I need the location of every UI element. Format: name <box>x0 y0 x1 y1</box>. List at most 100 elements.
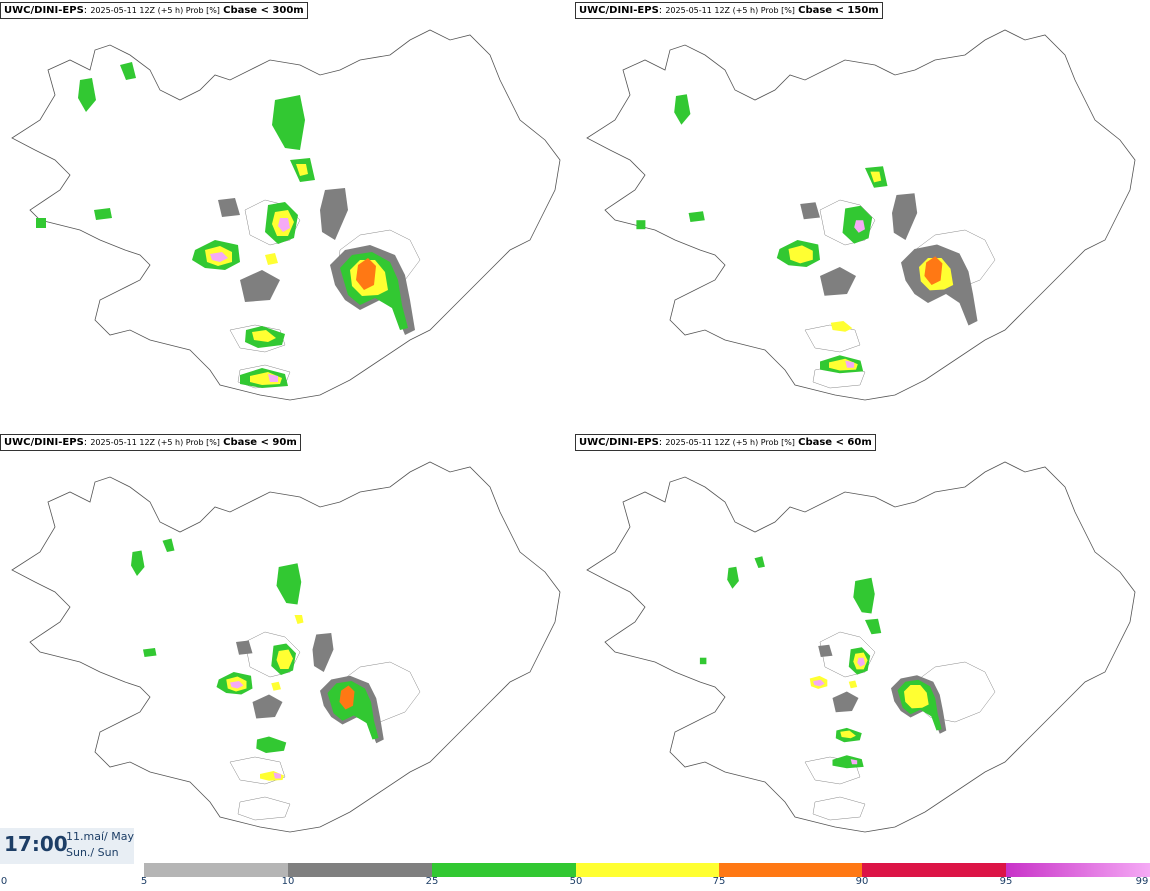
probability-area <box>832 691 859 713</box>
legend-seg-5-10 <box>144 863 288 877</box>
cbase-label: Cbase < 300m <box>223 5 304 16</box>
probability-area <box>870 171 882 183</box>
probability-area <box>272 95 305 150</box>
legend-seg-10-25 <box>288 863 432 877</box>
iceland-coastline <box>11 29 561 401</box>
legend-tick: 50 <box>569 876 583 887</box>
probability-area <box>854 220 865 233</box>
iceland-map <box>11 461 561 833</box>
probability-area <box>636 220 646 230</box>
probability-area <box>857 657 865 667</box>
valid-date: 11.maí/ May <box>66 830 134 843</box>
panel-title: UWC/DINI-EPS: 2025-05-11 12Z (+5 h) Prob… <box>575 434 876 451</box>
probability-area <box>210 252 228 262</box>
cbase-label: Cbase < 150m <box>798 5 879 16</box>
legend-tick: 90 <box>855 876 869 887</box>
run-meta: 2025-05-11 12Z (+5 h) Prob [%] <box>90 6 220 15</box>
probability-area <box>800 202 820 220</box>
model-label: UWC/DINI-EPS <box>579 5 659 16</box>
probability-area <box>904 685 929 709</box>
probability-area <box>312 633 334 672</box>
legend-tick: 95 <box>999 876 1013 887</box>
probability-area <box>327 681 379 740</box>
probability-field <box>699 556 947 769</box>
valid-time: 17:00 <box>4 832 68 856</box>
probability-area <box>699 657 707 665</box>
probability-area <box>892 193 918 241</box>
probability-area <box>131 550 145 576</box>
probability-area <box>832 755 864 769</box>
panel-cbase-90: UWC/DINI-EPS: 2025-05-11 12Z (+5 h) Prob… <box>0 432 575 864</box>
iceland-map <box>586 29 1136 401</box>
panel-cbase-300: UWC/DINI-EPS: 2025-05-11 12Z (+5 h) Prob… <box>0 0 575 432</box>
probability-area <box>268 374 278 382</box>
valid-time-box <box>0 828 134 864</box>
probability-area <box>276 649 293 669</box>
run-meta: 2025-05-11 12Z (+5 h) Prob [%] <box>90 438 220 447</box>
panel-cbase-150: UWC/DINI-EPS: 2025-05-11 12Z (+5 h) Prob… <box>575 0 1150 432</box>
probability-area <box>320 188 348 240</box>
probability-area <box>271 681 281 691</box>
probability-area <box>162 538 175 552</box>
legend-tick: 5 <box>140 876 148 887</box>
panel-title: UWC/DINI-EPS: 2025-05-11 12Z (+5 h) Prob… <box>0 434 301 451</box>
run-meta: 2025-05-11 12Z (+5 h) Prob [%] <box>665 438 795 447</box>
valid-day: Sun./ Sun <box>66 846 119 859</box>
probability-area <box>78 78 96 112</box>
probability-area <box>688 211 705 223</box>
probability-area <box>278 218 290 232</box>
probability-area <box>727 566 739 589</box>
legend-tick: 0 <box>0 876 8 887</box>
probability-area <box>850 759 858 765</box>
probability-area <box>674 94 691 125</box>
probability-area <box>754 556 765 568</box>
probability-area <box>294 615 304 624</box>
legend-seg-50-75 <box>576 863 719 877</box>
cbase-label: Cbase < 90m <box>223 437 297 448</box>
legend-tick: 10 <box>281 876 295 887</box>
probability-field <box>131 538 384 781</box>
probability-area <box>820 267 856 296</box>
legend-seg-25-50 <box>432 863 576 877</box>
probability-area <box>252 694 283 719</box>
iceland-coastline <box>11 461 561 833</box>
probability-area <box>240 270 280 302</box>
legend-tick: 75 <box>712 876 726 887</box>
cbase-label: Cbase < 60m <box>798 437 872 448</box>
model-label: UWC/DINI-EPS <box>4 437 84 448</box>
probability-area <box>818 644 833 658</box>
probability-area <box>252 330 276 342</box>
probability-area <box>848 680 858 689</box>
panel-title: UWC/DINI-EPS: 2025-05-11 12Z (+5 h) Prob… <box>575 2 883 19</box>
panel-title: UWC/DINI-EPS: 2025-05-11 12Z (+5 h) Prob… <box>0 2 308 19</box>
model-label: UWC/DINI-EPS <box>579 437 659 448</box>
iceland-map <box>11 29 561 401</box>
iceland-coastline <box>586 29 1136 401</box>
legend-seg-95-99 <box>1006 863 1150 877</box>
probability-area <box>865 618 882 635</box>
probability-area <box>218 198 240 217</box>
legend-tick: 25 <box>425 876 439 887</box>
probability-area <box>273 772 281 779</box>
probability-area <box>853 577 875 614</box>
probability-field <box>36 62 415 388</box>
legend-seg-75-90 <box>719 863 862 877</box>
probability-area <box>339 685 355 710</box>
probability-field <box>636 94 978 374</box>
glacier-outlines <box>804 631 996 821</box>
legend-tick: 99 <box>1135 876 1149 887</box>
probability-area <box>813 679 825 687</box>
probability-legend: 0 5 10 25 50 75 90 95 99 <box>0 862 1150 891</box>
probability-area <box>120 62 136 80</box>
panel-cbase-60: UWC/DINI-EPS: 2025-05-11 12Z (+5 h) Prob… <box>575 432 1150 864</box>
probability-area <box>143 648 157 657</box>
iceland-coastline <box>586 461 1136 833</box>
probability-area <box>788 245 813 264</box>
probability-area <box>296 164 308 176</box>
run-meta: 2025-05-11 12Z (+5 h) Prob [%] <box>665 6 795 15</box>
legend-seg-90-95 <box>862 863 1006 877</box>
probability-area <box>830 321 853 332</box>
probability-area <box>840 730 856 739</box>
probability-area <box>845 360 855 368</box>
probability-area <box>230 681 244 689</box>
